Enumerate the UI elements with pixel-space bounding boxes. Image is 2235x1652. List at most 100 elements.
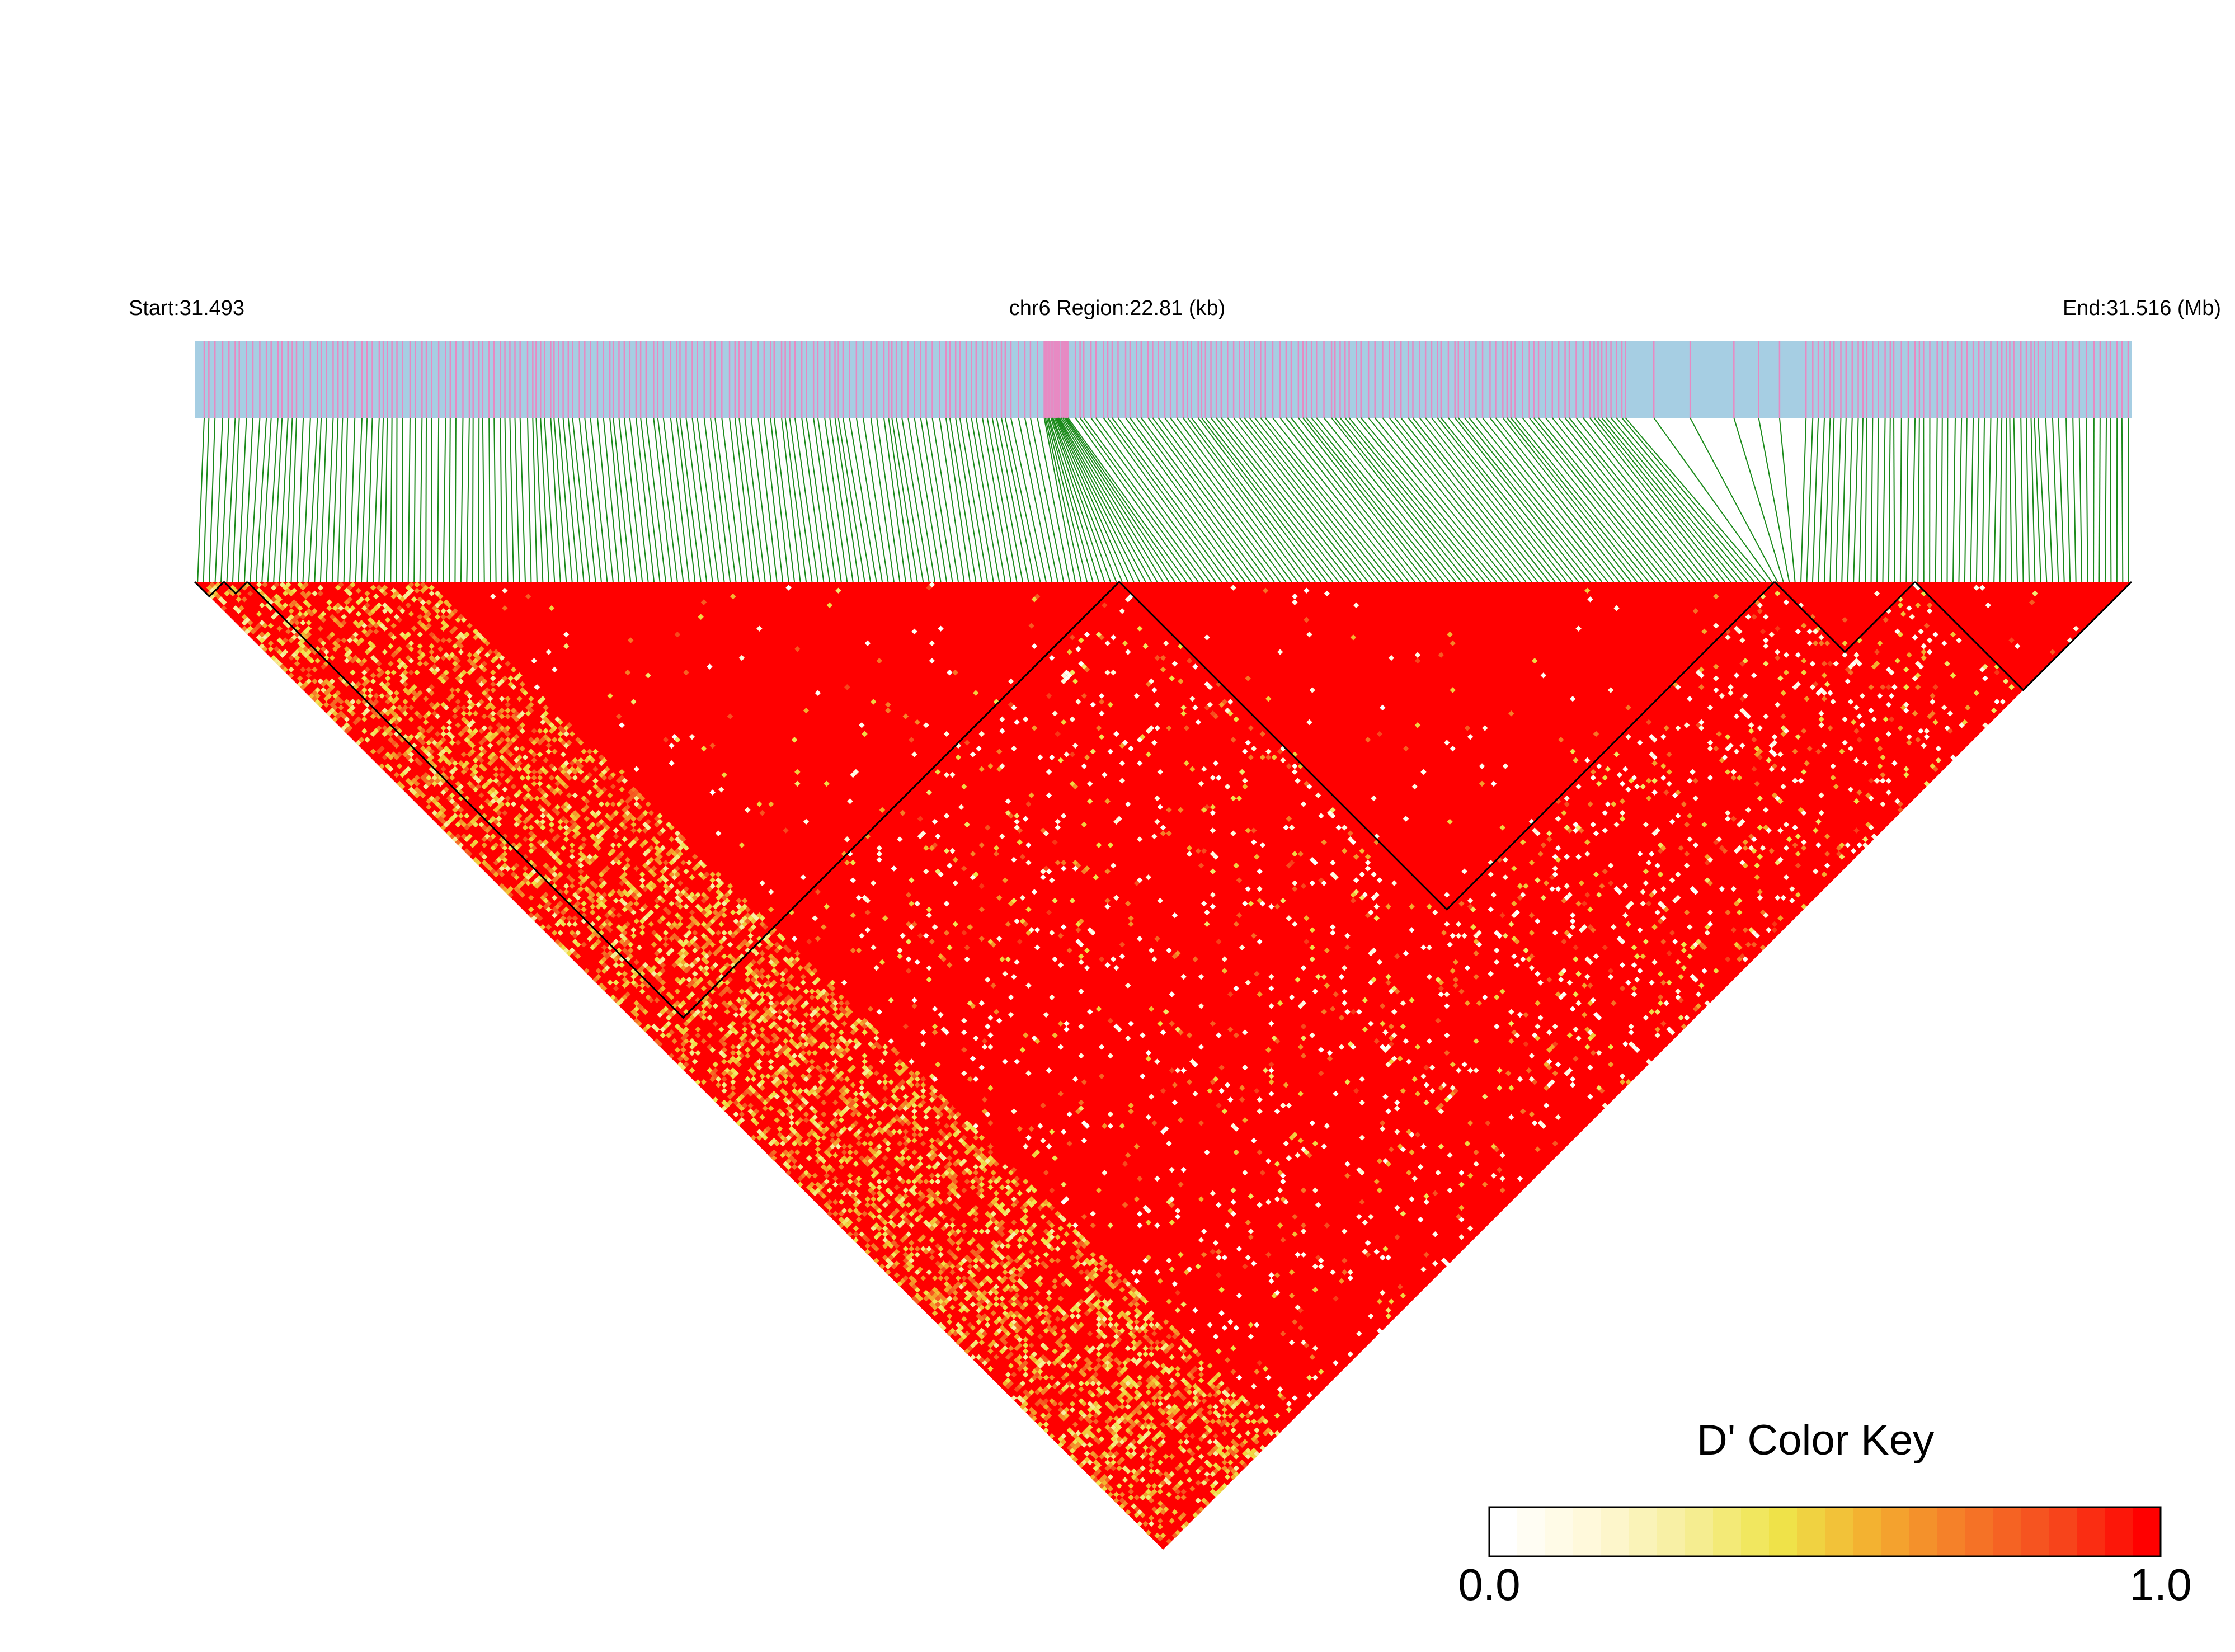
ld-cell: [548, 821, 555, 828]
ld-cell: [476, 678, 482, 685]
snp-marks: [203, 341, 2129, 418]
ld-cell: [1189, 1456, 1196, 1463]
ld-cell: [414, 792, 420, 798]
ld-cell: [1119, 1497, 1126, 1504]
ld-cell: [373, 623, 379, 629]
ld-cell: [346, 596, 353, 603]
ld-cell: [733, 1111, 739, 1118]
ld-cell: [707, 927, 713, 933]
ld-cell: [431, 769, 438, 775]
ld-cell: [458, 637, 464, 643]
snp-connector: [2020, 417, 2024, 582]
ld-cell: [502, 851, 508, 857]
ld-cell: [622, 930, 628, 936]
ld-cell: [1037, 1204, 1043, 1211]
ld-cell: [683, 886, 689, 892]
snp-connector: [532, 417, 538, 582]
ld-cell: [703, 871, 710, 878]
ld-cell: [1019, 1281, 1026, 1287]
ld-cell: [987, 1149, 994, 1156]
ld-cell: [417, 631, 423, 638]
ld-cell: [958, 1266, 964, 1273]
ld-cell: [753, 950, 760, 957]
ld-cell: [891, 1240, 897, 1246]
ld-cell: [909, 1246, 915, 1252]
ld-cell: [467, 751, 473, 757]
ld-cell: [1180, 1424, 1187, 1430]
ld-cell: [835, 1108, 841, 1114]
ld-cell: [893, 1249, 900, 1255]
ld-cell: [563, 725, 570, 731]
ld-cell: [750, 1076, 757, 1082]
ld-cell: [665, 991, 672, 997]
ld-cell: [1160, 1409, 1166, 1416]
ld-cell: [259, 619, 265, 626]
snp-connector: [1545, 417, 1679, 582]
ld-cell: [1043, 1240, 1050, 1246]
ld-cell: [703, 953, 710, 959]
ld-cell: [1084, 1357, 1090, 1363]
snp-connector: [603, 417, 620, 582]
ld-cell: [841, 1096, 848, 1103]
ld-cell: [581, 842, 587, 848]
ld-cell: [718, 944, 724, 950]
ld-cell: [654, 997, 660, 1004]
ld-cell: [467, 780, 473, 787]
ld-cell: [812, 1108, 818, 1114]
ld-cell: [777, 1126, 783, 1132]
ld-cell: [882, 1096, 888, 1103]
ld-cell: [703, 942, 710, 948]
ld-cell: [575, 830, 581, 836]
ld-cell: [446, 719, 453, 726]
ld-cell: [909, 1258, 915, 1264]
ld-cell: [1212, 1480, 1219, 1486]
ld-cell: [1040, 1360, 1046, 1366]
ld-cell: [938, 1304, 944, 1311]
ld-cell: [505, 801, 511, 807]
snp-connector: [1394, 417, 1527, 582]
ld-cell: [923, 1178, 929, 1185]
ld-cell: [455, 722, 461, 728]
ld-cell: [1148, 1310, 1155, 1316]
ld-cell: [519, 722, 525, 728]
ld-cell: [256, 611, 262, 617]
ld-cell: [745, 906, 751, 912]
ld-cell: [1025, 1228, 1032, 1235]
ld-cell: [545, 783, 552, 790]
snp-connector: [1653, 417, 1772, 582]
snp-connector: [1044, 417, 1082, 582]
snp-connector: [1941, 417, 1943, 582]
ld-cell: [955, 1275, 962, 1281]
ld-cell: [958, 1161, 964, 1167]
ld-cell: [458, 818, 464, 825]
ld-cell: [958, 1260, 964, 1267]
ld-cell: [1037, 1304, 1043, 1311]
snp-connector: [657, 417, 678, 582]
ld-cell: [1060, 1363, 1067, 1369]
ld-cell: [1008, 1351, 1014, 1357]
ld-cell: [785, 1047, 792, 1053]
ld-cell: [476, 655, 482, 661]
ld-cell: [560, 769, 567, 775]
ld-cell: [469, 742, 476, 749]
ld-cell: [665, 886, 672, 892]
ld-cell: [455, 657, 461, 664]
ld-cell: [1154, 1363, 1160, 1369]
ld-cell: [712, 1061, 719, 1068]
ld-cell: [657, 976, 663, 983]
ld-cell: [747, 1102, 754, 1109]
ld-cell: [364, 649, 370, 655]
ld-cell: [1093, 1406, 1099, 1413]
ld-cell: [452, 836, 458, 843]
ld-cell: [259, 637, 265, 643]
ld-cell: [844, 1099, 850, 1106]
ld-cell: [636, 944, 643, 950]
ld-cell: [1005, 1313, 1011, 1319]
ld-cell: [1011, 1325, 1017, 1331]
ld-cell: [452, 625, 458, 632]
ld-cell: [873, 1246, 879, 1252]
ld-cell: [1075, 1242, 1081, 1249]
ld-cell: [935, 1173, 941, 1179]
ld-cell: [505, 695, 511, 702]
